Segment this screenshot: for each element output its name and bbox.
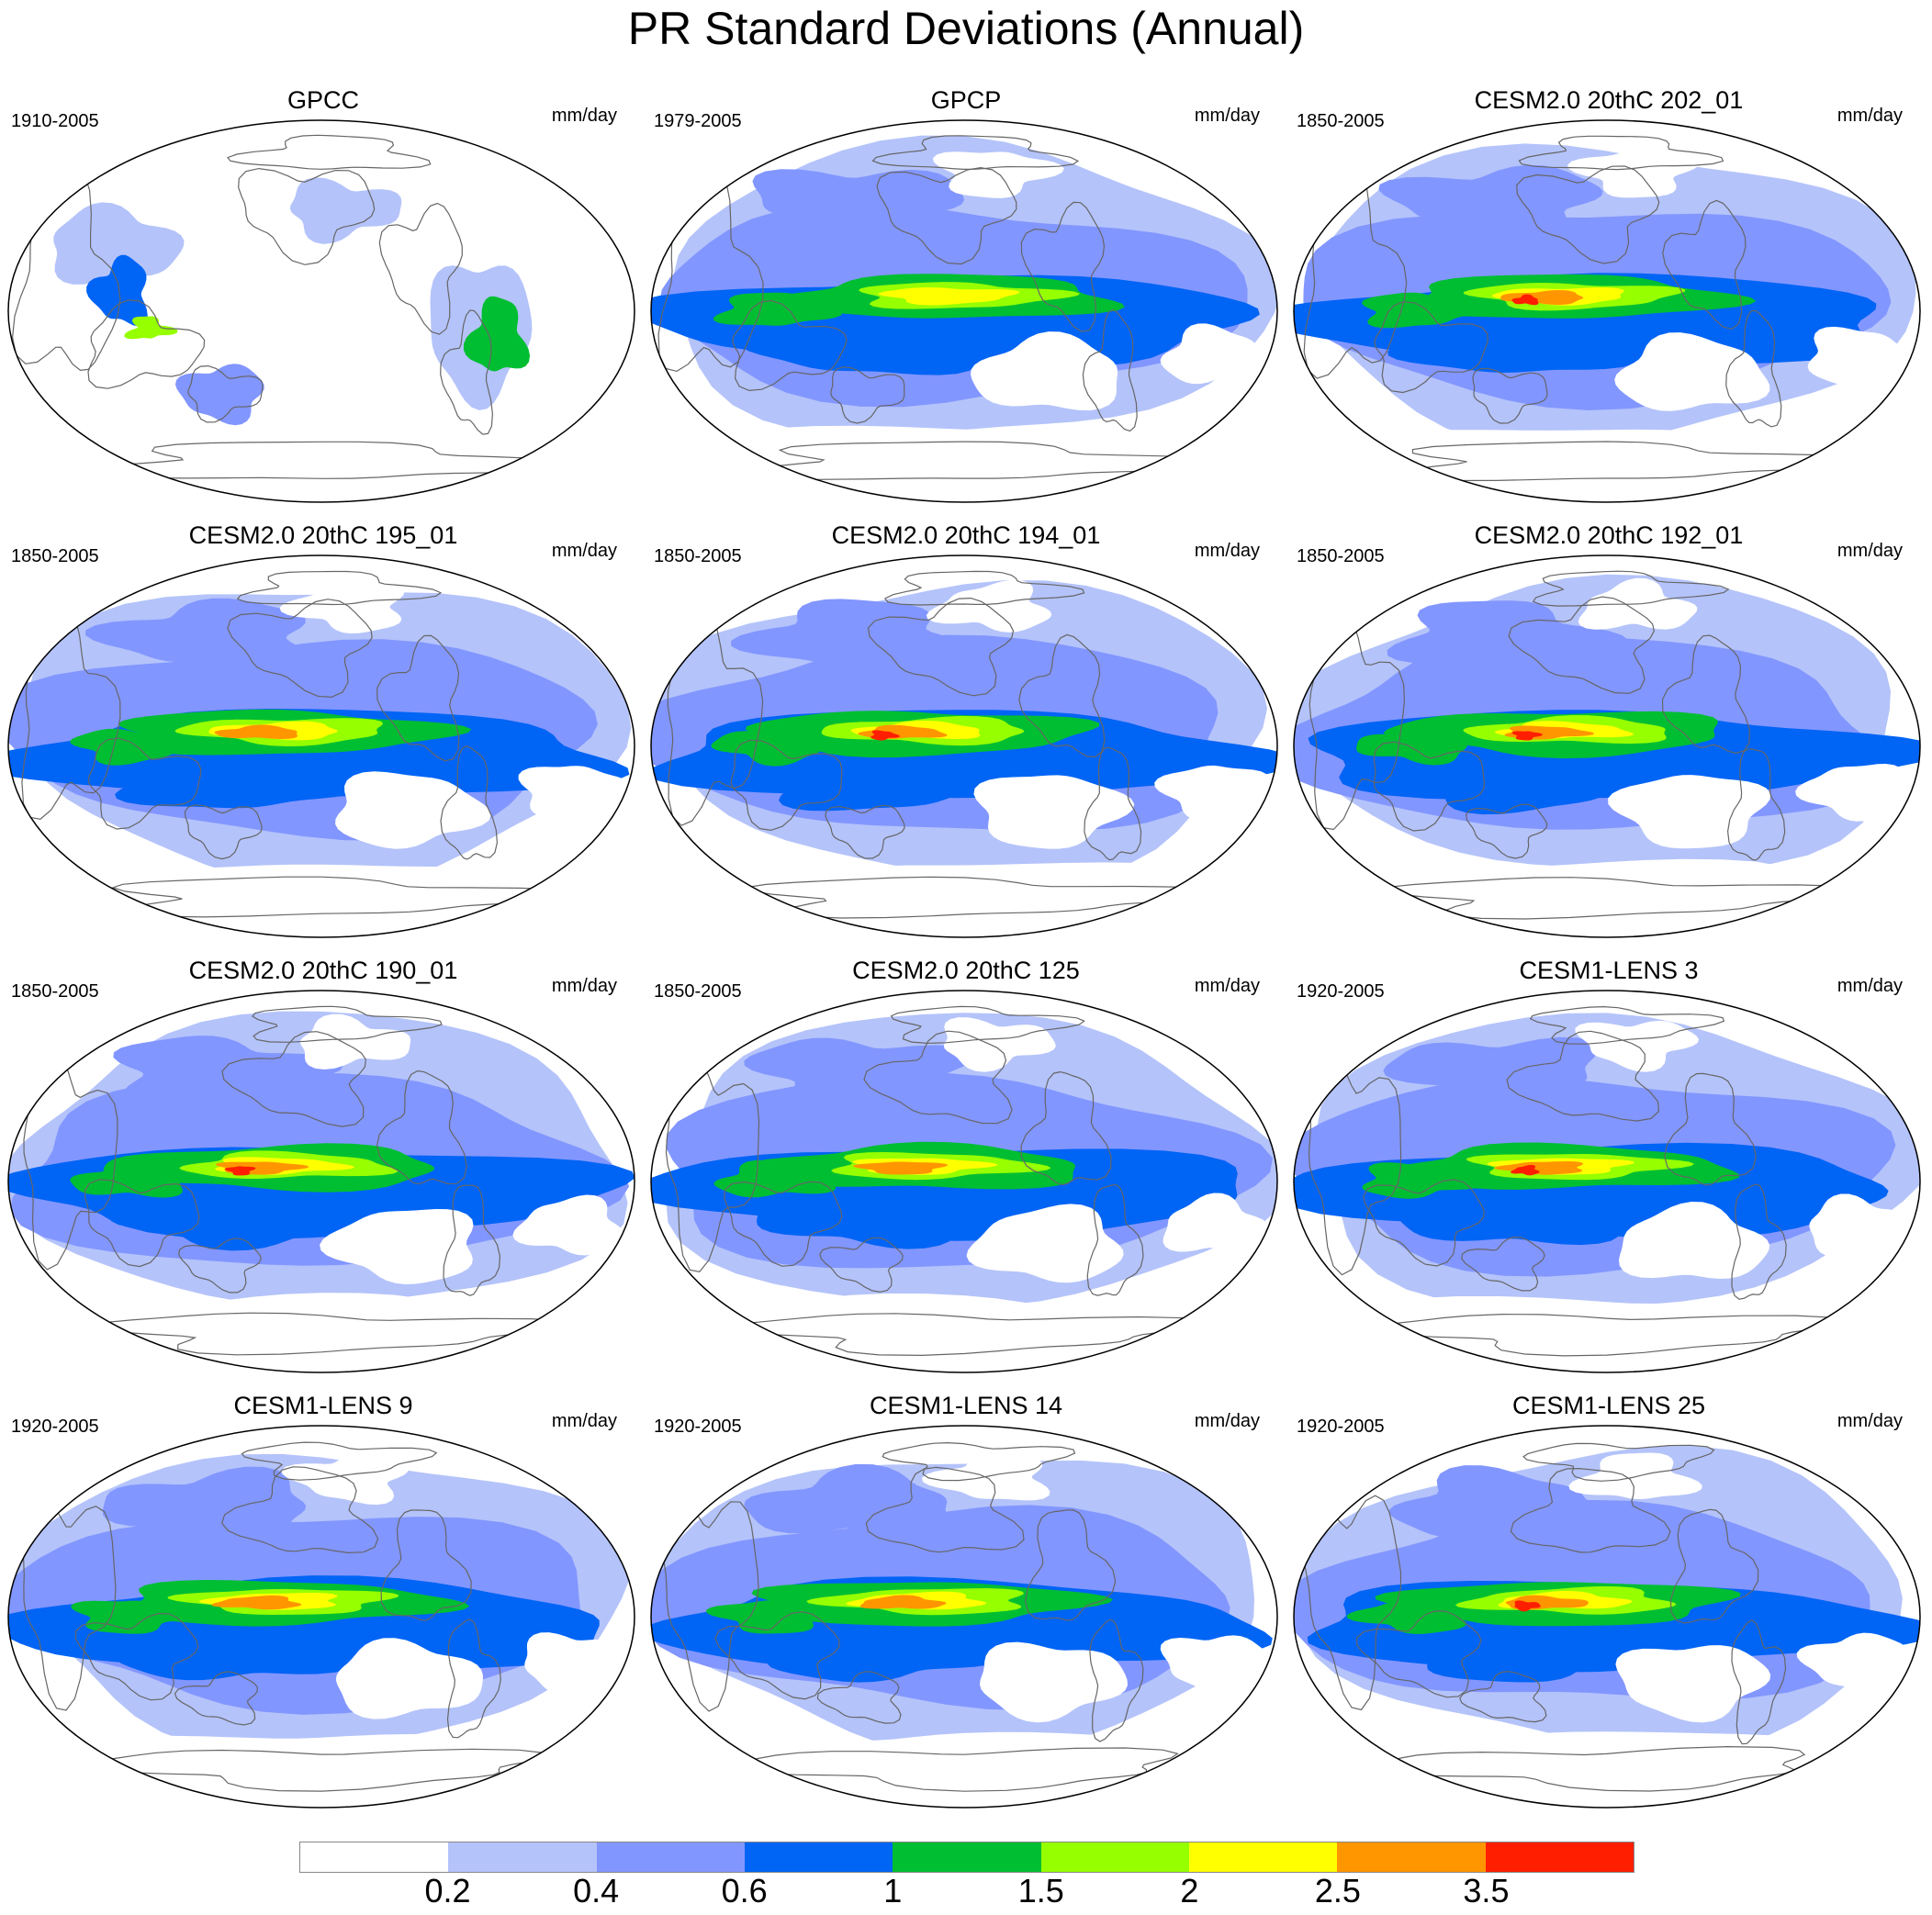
map-panel: CESM2.0 20thC 202_01 1850-2005 mm/day xyxy=(1287,86,1930,521)
panel-units: mm/day xyxy=(551,976,617,996)
map-panel: CESM2.0 20thC 195_01 1850-2005 mm/day xyxy=(2,521,645,957)
panel-units: mm/day xyxy=(1194,1411,1260,1431)
panel-years: 1850-2005 xyxy=(654,981,742,1002)
colorbar xyxy=(299,1842,1634,1873)
colorbar-swatch xyxy=(300,1842,449,1872)
colorbar-swatch xyxy=(744,1842,893,1872)
map-panel: CESM1-LENS 14 1920-2005 mm/day xyxy=(645,1392,1287,1827)
panel-years: 1920-2005 xyxy=(1297,981,1385,1002)
map-panel: CESM1-LENS 9 1920-2005 mm/day xyxy=(2,1392,645,1827)
colorbar-swatch xyxy=(1188,1842,1338,1872)
map-panel: CESM1-LENS 25 1920-2005 mm/day xyxy=(1287,1392,1930,1827)
panel-units: mm/day xyxy=(1837,541,1903,561)
panel-units: mm/day xyxy=(1837,976,1903,996)
figure-title: PR Standard Deviations (Annual) xyxy=(627,3,1305,54)
panel-title: CESM2.0 20thC 192_01 xyxy=(1474,521,1744,549)
panel-years: 1850-2005 xyxy=(11,981,99,1002)
panel-title: CESM2.0 20thC 125 xyxy=(852,957,1080,984)
panel-years: 1910-2005 xyxy=(11,111,99,131)
colorbar-swatch xyxy=(448,1842,597,1872)
panel-title: CESM2.0 20thC 195_01 xyxy=(188,521,458,549)
colorbar-swatch xyxy=(1040,1842,1189,1872)
precip-map xyxy=(7,554,635,938)
precip-map xyxy=(1293,990,1921,1373)
panel-years: 1850-2005 xyxy=(1297,111,1385,131)
precip-map xyxy=(7,1425,635,1809)
panel-years: 1850-2005 xyxy=(654,546,742,566)
panel-title: CESM1-LENS 25 xyxy=(1511,1392,1706,1419)
map-panel: GPCP 1979-2005 mm/day xyxy=(645,86,1287,521)
panel-years: 1920-2005 xyxy=(11,1417,99,1437)
colorbar-tick-label: 0.6 xyxy=(721,1872,768,1909)
panel-title: CESM2.0 20thC 194_01 xyxy=(831,521,1101,549)
colorbar-tick-label: 2 xyxy=(1180,1872,1199,1909)
panel-units: mm/day xyxy=(551,1411,617,1431)
panel-years: 1920-2005 xyxy=(1297,1417,1385,1437)
map-panel: CESM2.0 20thC 125 1850-2005 mm/day xyxy=(645,957,1287,1392)
panel-units: mm/day xyxy=(1837,106,1903,126)
colorbar-tick-label: 0.4 xyxy=(573,1872,620,1909)
precip-map xyxy=(1293,1425,1921,1809)
map-panel: CESM2.0 20thC 192_01 1850-2005 mm/day xyxy=(1287,521,1930,957)
colorbar-tick-label: 0.2 xyxy=(424,1872,471,1909)
panel-title: CESM1-LENS 14 xyxy=(869,1392,1063,1419)
panel-years: 1979-2005 xyxy=(654,111,742,131)
colorbar-tick-label: 1 xyxy=(883,1872,903,1909)
panel-units: mm/day xyxy=(1194,541,1260,561)
panel-title: GPCC xyxy=(286,86,359,114)
precip-map xyxy=(650,119,1278,503)
colorbar-tick-label: 3.5 xyxy=(1463,1872,1510,1909)
panel-title: CESM2.0 20thC 190_01 xyxy=(188,957,458,984)
panel-title: CESM1-LENS 3 xyxy=(1519,957,1699,984)
map-panel: CESM1-LENS 3 1920-2005 mm/day xyxy=(1287,957,1930,1392)
map-panel: CESM2.0 20thC 194_01 1850-2005 mm/day xyxy=(645,521,1287,957)
map-panel: CESM2.0 20thC 190_01 1850-2005 mm/day xyxy=(2,957,645,1392)
panel-units: mm/day xyxy=(1837,1411,1903,1431)
panel-units: mm/day xyxy=(551,106,617,126)
colorbar-swatch xyxy=(1485,1842,1634,1872)
precip-map xyxy=(650,990,1278,1373)
precip-map xyxy=(7,990,635,1373)
panel-years: 1920-2005 xyxy=(654,1417,742,1437)
precip-map xyxy=(1293,554,1921,938)
panel-units: mm/day xyxy=(551,541,617,561)
panel-title: CESM2.0 20thC 202_01 xyxy=(1474,86,1744,114)
precip-map xyxy=(7,119,635,503)
colorbar-swatch xyxy=(596,1842,745,1872)
map-panel: GPCC 1910-2005 mm/day xyxy=(2,86,645,521)
panel-units: mm/day xyxy=(1194,976,1260,996)
colorbar-tick-label: 1.5 xyxy=(1017,1872,1064,1909)
panel-years: 1850-2005 xyxy=(11,546,99,566)
panel-years: 1850-2005 xyxy=(1297,546,1385,566)
panel-title: GPCP xyxy=(930,86,1002,114)
precip-map xyxy=(650,1425,1278,1809)
panel-units: mm/day xyxy=(1194,106,1260,126)
precip-map xyxy=(1293,119,1921,503)
colorbar-tick-label: 2.5 xyxy=(1314,1872,1361,1909)
colorbar-swatch xyxy=(1337,1842,1486,1872)
colorbar-swatch xyxy=(893,1842,1041,1872)
panel-title: CESM1-LENS 9 xyxy=(233,1392,413,1419)
precip-map xyxy=(650,554,1278,938)
